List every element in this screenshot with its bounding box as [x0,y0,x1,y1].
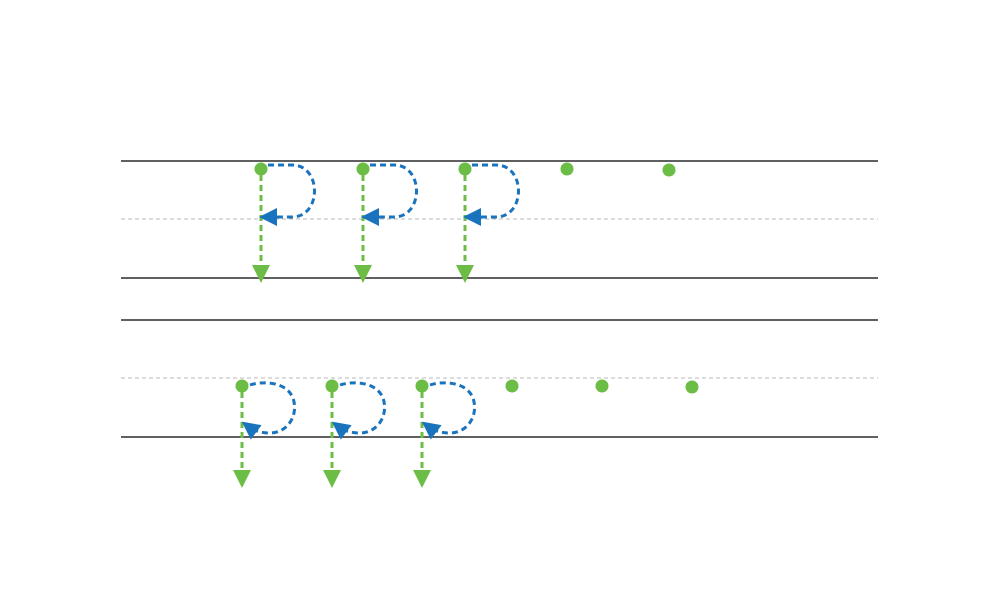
bowl-stroke [361,163,418,226]
start-dot [254,162,268,176]
start-dot [356,162,370,176]
row-lowercase-p [121,319,878,488]
practice-start-dot [595,379,609,393]
traced-letter-p [354,162,418,283]
practice-start-dot [505,379,519,393]
row-uppercase-p [121,160,878,283]
bowl-stroke [331,381,386,440]
bowl-stroke [463,163,520,226]
practice-start-dot [685,380,699,394]
traced-letter-p [233,379,296,488]
start-dot [325,379,339,393]
start-dot [458,162,472,176]
traced-letter-p [456,162,520,283]
bowl-stroke [421,381,476,440]
traced-letter-p [413,379,476,488]
traced-letter-p [252,162,316,283]
practice-start-dot [662,163,676,177]
start-dot [415,379,429,393]
bowl-stroke [259,163,316,226]
start-dot [235,379,249,393]
bowl-stroke [241,381,296,440]
traced-letter-p [323,379,386,488]
practice-start-dot [560,162,574,176]
